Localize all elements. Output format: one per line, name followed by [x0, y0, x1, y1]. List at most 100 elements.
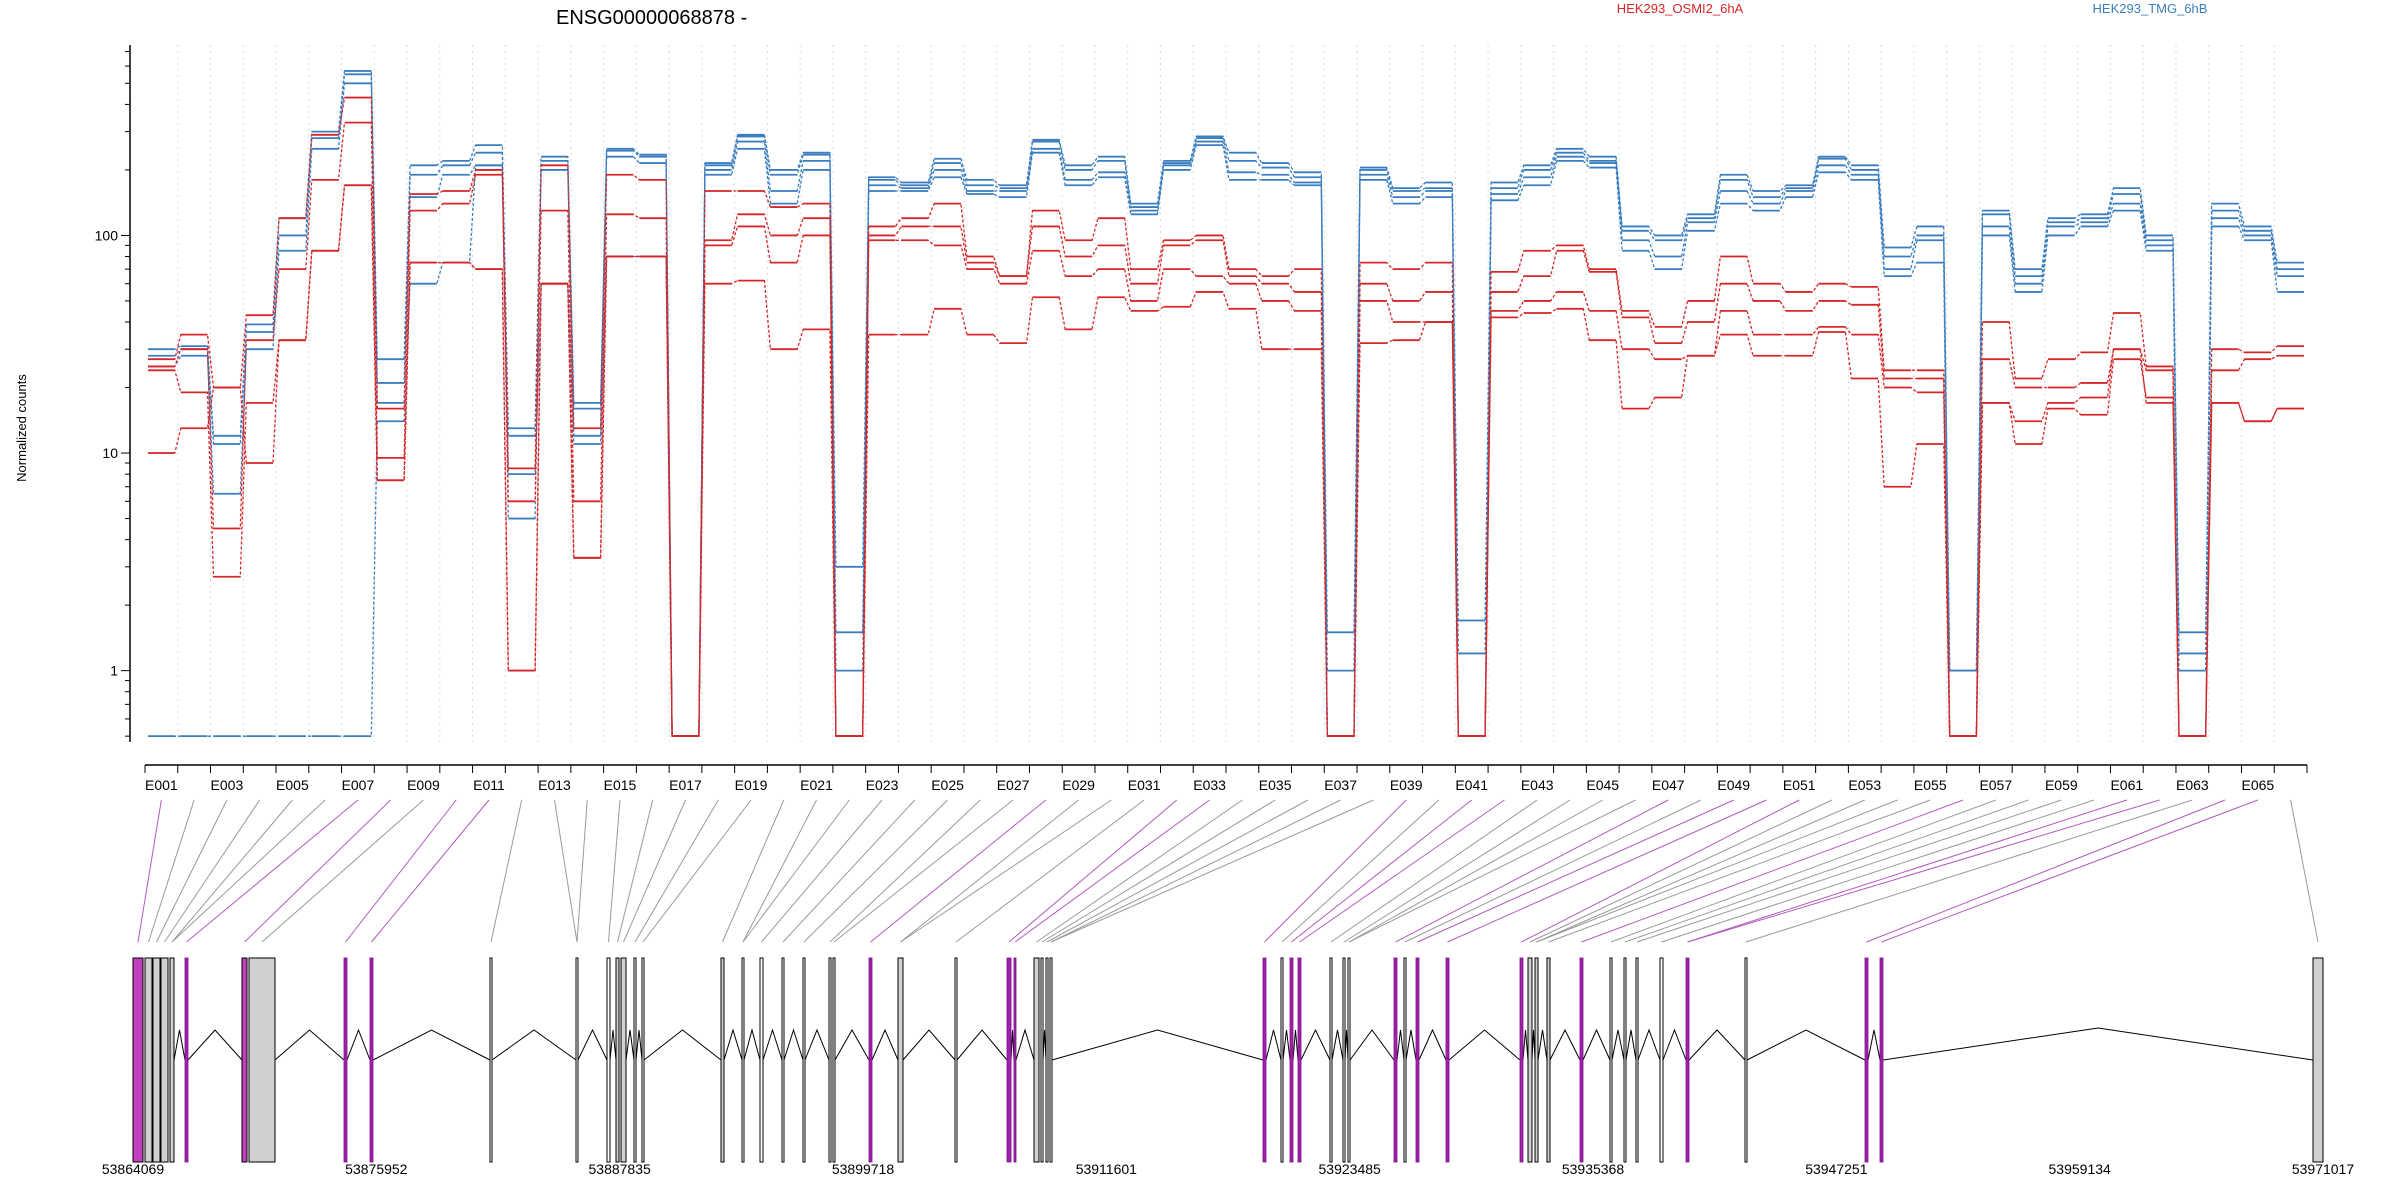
x-tick-label: E059 — [2045, 777, 2078, 793]
exon-block — [343, 957, 348, 1163]
intron — [1448, 1029, 1521, 1061]
x-tick-label: E051 — [1783, 777, 1816, 793]
exon-block — [1609, 957, 1613, 1163]
exon-block — [633, 957, 637, 1163]
exon-connector — [1036, 799, 1243, 943]
exon-connector — [1343, 799, 1571, 943]
series-connector — [148, 144, 2304, 737]
exon-connector — [1281, 799, 1440, 943]
intron — [635, 1029, 643, 1061]
x-tick-label: E013 — [538, 777, 571, 793]
exon-block — [802, 957, 806, 1163]
y-tick-label: 1 — [110, 663, 118, 679]
genomic-coordinate-label: 53971017 — [2292, 1161, 2355, 1177]
exon-block — [897, 957, 904, 1163]
intron — [609, 1029, 617, 1061]
x-tick-label: E035 — [1259, 777, 1292, 793]
x-tick-label: E057 — [1979, 777, 2012, 793]
x-tick-label: E041 — [1455, 777, 1488, 793]
series-8 — [148, 184, 2304, 738]
exon-connector — [1624, 799, 2029, 943]
exon-connector — [1661, 799, 2095, 943]
exon-block — [954, 957, 958, 1163]
x-tick-label: E039 — [1390, 777, 1423, 793]
exon-block — [1297, 957, 1302, 1163]
x-tick-label: E061 — [2110, 777, 2143, 793]
x-tick-label: E019 — [735, 777, 768, 793]
exon-block — [741, 957, 745, 1163]
exon-connector — [1529, 799, 1833, 943]
exon-connector — [1636, 799, 2062, 943]
series-4 — [148, 144, 2304, 738]
series-connector — [148, 184, 2304, 737]
exon-block — [828, 957, 832, 1163]
exon-block — [1445, 957, 1450, 1163]
intron — [274, 1029, 345, 1061]
exon-block — [615, 957, 620, 1163]
intron — [1405, 1029, 1417, 1061]
exon-block — [1744, 957, 1748, 1163]
exon-block — [1415, 957, 1420, 1163]
intron — [1292, 1029, 1299, 1061]
intron — [1662, 1028, 1687, 1061]
exon-connector — [1581, 799, 1964, 943]
legend: HEK293_OSMI2_6hA HEK293_TMG_6hB — [1617, 1, 2208, 16]
genomic-coordinate-label: 53875952 — [345, 1161, 408, 1177]
x-tick-label: E023 — [866, 777, 899, 793]
exon-block — [1393, 957, 1398, 1163]
exon-connector — [608, 799, 621, 943]
genomic-coordinate-label: 53947251 — [1805, 1161, 1868, 1177]
intron — [346, 1028, 371, 1061]
exon-block — [1289, 957, 1294, 1163]
intron — [625, 1029, 635, 1061]
intron — [1549, 1028, 1581, 1061]
genomic-coordinate-label: 53923485 — [1319, 1161, 1382, 1177]
x-tick-label: E015 — [604, 777, 637, 793]
exon-block — [606, 957, 611, 1163]
x-tick-label: E031 — [1128, 777, 1161, 793]
intron — [1688, 1029, 1746, 1061]
intron — [834, 1028, 870, 1061]
exon-block — [169, 957, 175, 1163]
genomic-coordinate-label: 53911601 — [1076, 1161, 1137, 1177]
exon-connector — [1745, 799, 2193, 943]
axis-ticks: 1 10 100 E001 E003 E005 E007 E009 E011 E013 E015 E0… — [95, 51, 2308, 793]
legend-entry: HEK293_TMG_6hB — [2093, 1, 2208, 16]
intron — [173, 1029, 186, 1061]
intron — [1010, 1029, 1015, 1061]
exon-connector — [1264, 799, 1407, 943]
exon-block — [620, 957, 627, 1163]
x-tick-label: E017 — [669, 777, 702, 793]
exon-block — [1579, 957, 1584, 1163]
series-connector — [148, 70, 2304, 737]
intron — [1300, 1028, 1331, 1061]
exon-connector — [244, 799, 392, 943]
exon-connector — [576, 799, 588, 943]
exon-block — [575, 957, 579, 1163]
exon-block — [832, 957, 836, 1163]
exon-block — [641, 957, 645, 1163]
exon-block — [1623, 957, 1627, 1163]
exon-connector — [870, 799, 1047, 943]
exon-connector — [1008, 799, 1178, 943]
exon-block — [1635, 957, 1639, 1163]
exon-block — [160, 957, 169, 1163]
exon-block — [1040, 957, 1044, 1163]
exon-connector — [156, 799, 228, 943]
intron — [1015, 1028, 1035, 1061]
intron — [956, 1029, 1008, 1061]
exon-connector — [829, 799, 981, 943]
x-tick-label: E049 — [1717, 777, 1750, 793]
x-tick-label: E025 — [931, 777, 964, 793]
exon-block — [152, 957, 161, 1163]
series-lines — [148, 70, 2304, 738]
exon-block — [720, 957, 725, 1163]
exon-connector — [490, 799, 523, 943]
exon-connector — [148, 799, 195, 943]
exon-block — [132, 957, 144, 1163]
exon-connector — [955, 799, 1145, 943]
intron — [1611, 1029, 1625, 1061]
genomic-coordinate-label: 53959134 — [2049, 1161, 2112, 1177]
genomic-coordinate-label: 53899718 — [832, 1161, 895, 1177]
exon-connector — [833, 799, 1014, 943]
